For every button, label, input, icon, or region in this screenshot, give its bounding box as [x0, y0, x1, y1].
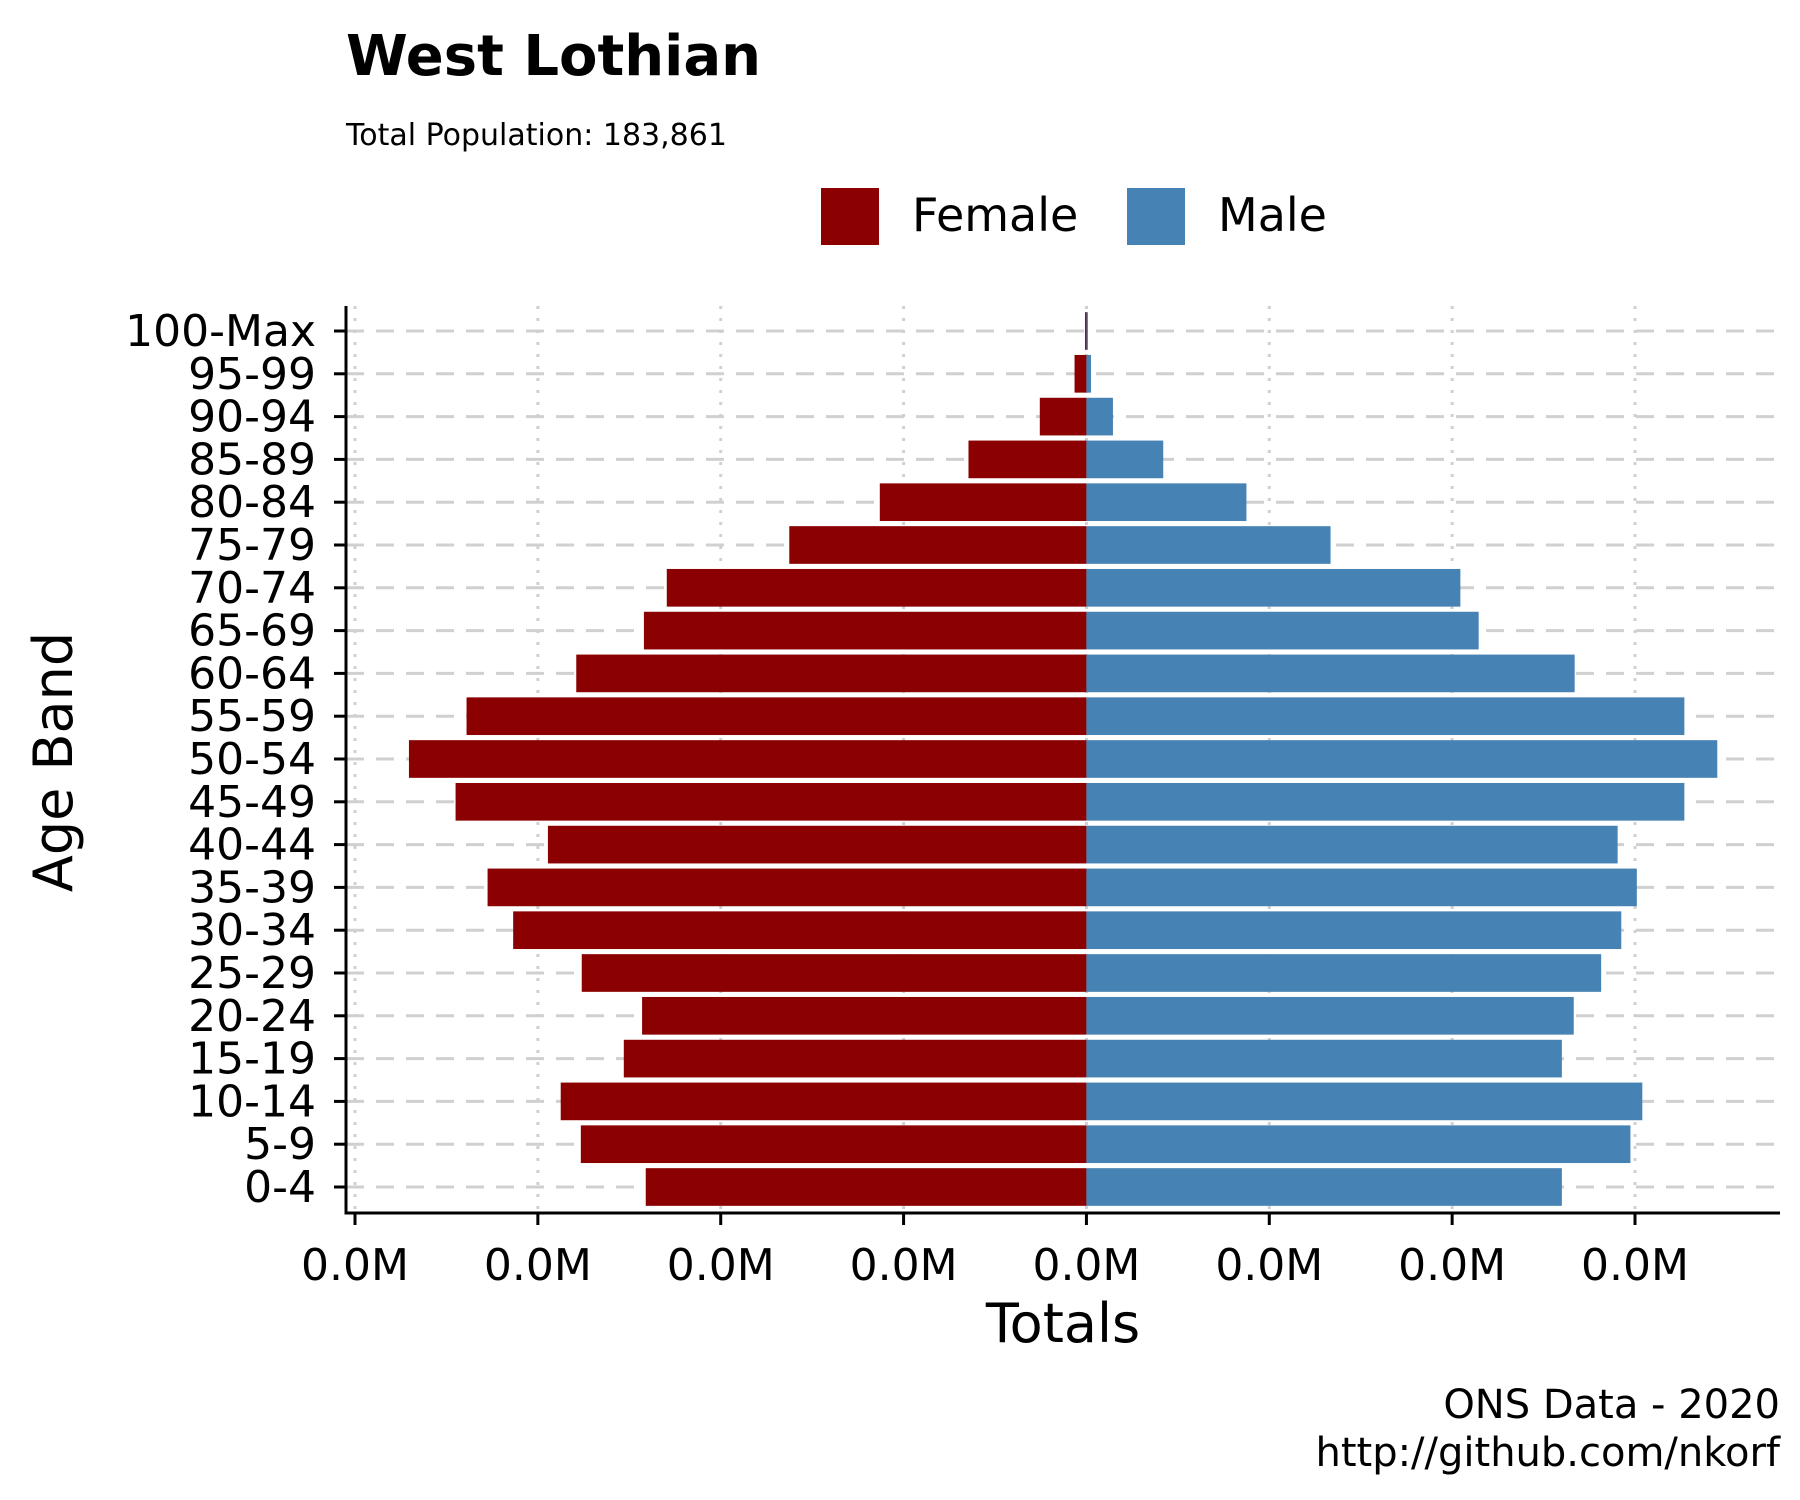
- bar-female: [1074, 354, 1087, 393]
- legend-swatch-male: [1127, 188, 1185, 245]
- x-tick-label: 0.0M: [301, 1240, 409, 1291]
- bar-male: [1086, 697, 1685, 736]
- y-tick-label: 70-74: [188, 563, 316, 614]
- y-tick-labels: 0-45-910-1415-1920-2425-2930-3435-3940-4…: [125, 306, 316, 1213]
- bar-male: [1086, 1039, 1562, 1078]
- y-tick-label: 15-19: [188, 1034, 316, 1085]
- bar-male: [1086, 1125, 1631, 1164]
- bar-female: [645, 1168, 1087, 1206]
- bar-male: [1086, 868, 1637, 907]
- chart-subtitle: Total Population: 183,861: [345, 118, 727, 153]
- y-tick-label: 85-89: [188, 434, 316, 485]
- y-tick-label: 80-84: [188, 477, 316, 528]
- y-tick-label: 75-79: [188, 520, 316, 571]
- caption-url: http://github.com/nkorf: [1315, 1430, 1780, 1476]
- legend: Female Male: [821, 188, 1327, 245]
- bar-male: [1086, 825, 1618, 864]
- axes: [334, 306, 1780, 1225]
- bar-female: [513, 911, 1087, 950]
- chart-title: West Lothian: [346, 24, 761, 89]
- bar-female: [666, 568, 1087, 607]
- y-tick-label: 100-Max: [125, 306, 316, 357]
- bar-male: [1086, 654, 1575, 693]
- y-tick-label: 60-64: [188, 648, 316, 699]
- y-tick-label: 90-94: [188, 392, 316, 443]
- bar-female: [789, 526, 1087, 564]
- bar-female: [1085, 312, 1087, 350]
- bar-female: [455, 782, 1087, 821]
- x-tick-labels: 0.0M 0.0M 0.0M 0.0M 0.0M 0.0M 0.0M 0.0M: [301, 1240, 1689, 1291]
- bar-male: [1086, 954, 1602, 992]
- x-tick-label: 0.0M: [1032, 1240, 1140, 1291]
- x-tick-label: 0.0M: [1215, 1240, 1323, 1291]
- y-tick-label: 55-59: [188, 691, 316, 742]
- bar-female: [643, 611, 1087, 650]
- bar-male: [1086, 483, 1247, 522]
- bars: [408, 312, 1718, 1206]
- bar-female: [576, 654, 1087, 693]
- bar-female: [1039, 397, 1087, 436]
- bar-male: [1086, 354, 1091, 393]
- bar-male: [1086, 440, 1164, 479]
- y-tick-label: 95-99: [188, 349, 316, 400]
- y-tick-label: 10-14: [188, 1076, 316, 1127]
- x-tick-label: 0.0M: [1581, 1240, 1689, 1291]
- y-tick-label: 30-34: [188, 905, 316, 956]
- y-tick-label: 20-24: [188, 991, 316, 1042]
- bar-male: [1086, 740, 1718, 778]
- bar-female: [581, 954, 1087, 992]
- y-tick-label: 25-29: [188, 948, 316, 999]
- y-tick-label: 50-54: [188, 734, 316, 785]
- x-tick-label: 0.0M: [1398, 1240, 1506, 1291]
- x-tick-label: 0.0M: [667, 1240, 775, 1291]
- bar-male: [1086, 1082, 1643, 1121]
- legend-swatch-female: [821, 188, 879, 245]
- bar-male: [1086, 397, 1113, 436]
- y-axis-title: Age Band: [22, 632, 85, 892]
- bar-female: [642, 996, 1087, 1035]
- bar-male: [1086, 568, 1461, 607]
- bar-male: [1086, 782, 1685, 821]
- bar-female: [547, 825, 1087, 864]
- y-tick-label: 65-69: [188, 606, 316, 657]
- bar-female: [408, 740, 1087, 778]
- bar-female: [580, 1125, 1087, 1164]
- x-axis-title: Totals: [985, 1292, 1140, 1355]
- y-tick-label: 35-39: [188, 862, 316, 913]
- bar-male: [1086, 611, 1479, 650]
- bar-female: [466, 697, 1087, 736]
- bar-female: [560, 1082, 1087, 1121]
- bar-male: [1086, 996, 1574, 1035]
- y-tick-label: 5-9: [244, 1119, 316, 1170]
- legend-label-female: Female: [912, 188, 1078, 242]
- x-tick-label: 0.0M: [850, 1240, 958, 1291]
- caption-source: ONS Data - 2020: [1443, 1382, 1780, 1428]
- bar-female: [968, 440, 1087, 479]
- y-tick-label: 0-4: [244, 1162, 316, 1213]
- y-tick-label: 45-49: [188, 777, 316, 828]
- bar-male: [1086, 526, 1331, 564]
- bar-female: [487, 868, 1087, 907]
- bar-female: [879, 483, 1087, 522]
- bar-male: [1086, 911, 1622, 950]
- bar-female: [623, 1039, 1087, 1078]
- y-tick-label: 40-44: [188, 820, 316, 871]
- bar-male: [1086, 312, 1088, 350]
- bar-male: [1086, 1168, 1562, 1206]
- x-tick-label: 0.0M: [484, 1240, 592, 1291]
- legend-label-male: Male: [1218, 188, 1327, 242]
